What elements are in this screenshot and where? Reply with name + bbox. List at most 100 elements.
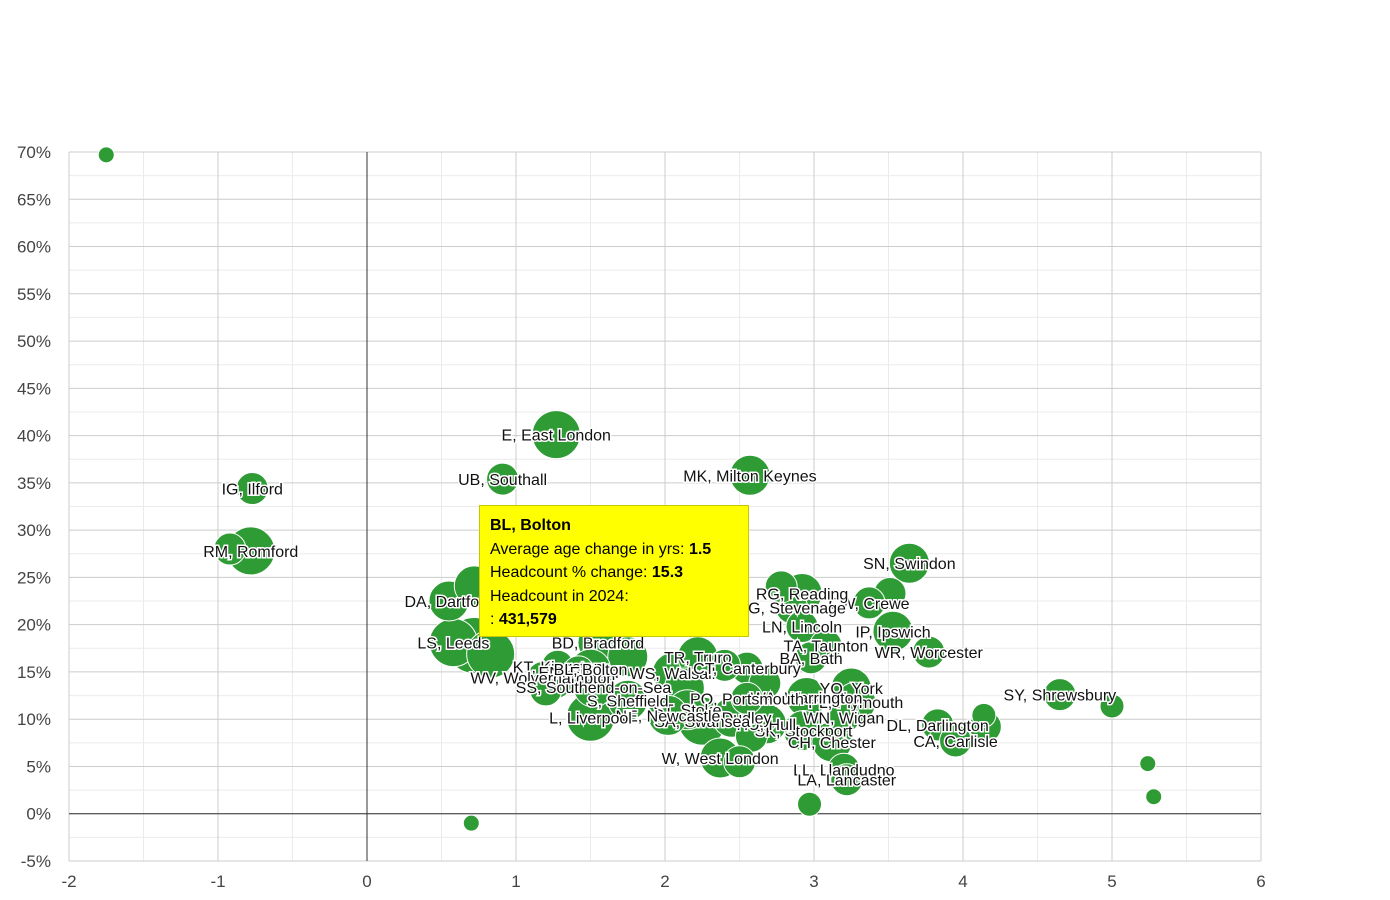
bubble-label: SG, Stevenage [737,601,846,618]
bubble-label: YO, York [820,681,884,698]
bubble-label: TA, Taunton [784,638,869,655]
bubble-label: BL, Bolton [554,662,628,679]
x-tick-label: 0 [362,872,371,891]
bubble-label: L, Liverpool [549,710,632,727]
bubble[interactable] [723,745,756,779]
bubble[interactable] [827,700,861,734]
tooltip-headcount-change-label: Headcount % change: [490,564,648,581]
bubble-label: SA, Swansea [654,714,750,731]
y-tick-label: 5% [26,757,51,776]
tooltip-headcount-2024-label: Headcount in 2024: [490,587,629,605]
tooltip-age-value: 1.5 [688,540,712,558]
bubble-label: LA, Lancaster [797,773,896,790]
bubble-label: CA, Carlisle [913,734,998,751]
bubble-label: DL, Darlington [887,718,989,735]
bubble[interactable] [785,610,819,644]
bubble-label: LS, Leeds [417,636,489,653]
bubble-label: W, West London [662,751,779,768]
bubble-label: ST, Stoke [653,703,722,720]
tooltip-row-headcount-value: : 431,579 [490,608,738,632]
bubble[interactable] [486,462,520,496]
bubble[interactable] [529,673,563,707]
bubble-label: WR, Worcester [875,645,984,662]
bubble[interactable] [235,472,269,506]
tooltip-headcount-value: 431,579 [498,611,557,628]
x-tick-label: 5 [1107,872,1116,891]
bubble-label: DY, Dudley [693,710,772,727]
bubble-label: CW, Crewe [829,596,910,613]
x-tick-label: 1 [511,872,520,891]
bubble[interactable] [764,570,798,604]
bubble[interactable] [730,681,764,715]
bubble-label: RG, Reading [756,586,849,603]
y-tick-label: 50% [17,332,51,351]
x-tick-label: 6 [1256,872,1265,891]
tooltip-row-headcount-2024: Headcount in 2024: [490,585,738,609]
bubble[interactable] [1145,788,1163,806]
bubble[interactable] [888,542,930,584]
bubble-label: IP, Ipswich [855,624,930,641]
tooltip-headcount-prefix: : [490,611,495,628]
bubble[interactable] [872,610,914,652]
bubble[interactable] [729,454,771,496]
tooltip-row-headcount-change: Headcount % change: 15.3 [490,561,738,585]
tooltip-headcount-change-value: 15.3 [651,564,684,581]
bubble-label: WS, Walsall [630,666,716,683]
bubble-label: DA, Dartford [404,594,493,611]
bubble[interactable] [97,146,115,164]
bubble[interactable] [852,586,886,620]
y-tick-label: 45% [17,379,51,398]
bubble-label: WV, Wolverhampton [470,671,615,688]
bubble[interactable] [462,814,480,832]
x-tick-label: 2 [660,872,669,891]
bubble[interactable] [1139,755,1157,773]
bubble-label: E, East London [502,428,611,445]
bubble[interactable] [1099,693,1125,719]
bubble-label: UB, Southall [458,472,547,489]
bubble-label: PO, Portsmouth [690,691,804,708]
bubble[interactable] [830,763,864,797]
bubble[interactable] [971,702,997,728]
bubble-label: CH, Chester [788,735,877,752]
x-tick-label: -1 [210,872,225,891]
bubble-label: CT, Canterbury [693,661,801,678]
bubble[interactable] [794,641,828,675]
bubble[interactable] [1043,678,1077,712]
y-tick-label: 60% [17,238,51,257]
y-axis-ticks: -5% 0% 5% 10% 15% 20% 25% 30% 35% 40% 45% 50% 55% 60%… [17,143,51,871]
bubble-label: LN, Lincoln [762,620,842,637]
x-tick-label: -2 [61,872,76,891]
x-tick-label: 4 [958,872,967,891]
bubble[interactable] [531,410,581,460]
bubble-label: HU, Hull [737,717,797,734]
x-tick-label: 3 [809,872,818,891]
bubble-label: SY, Shrewsbury [1004,688,1117,705]
y-tick-label: 15% [17,663,51,682]
y-tick-label: 10% [17,710,51,729]
bubble[interactable] [213,532,247,566]
bubble-label: TR, Truro [664,650,732,667]
bubble-label: LL, Llandudno [793,762,895,779]
bubble[interactable] [797,791,823,817]
bubble-label: SN, Swindon [863,556,956,573]
bubble-label: IG, Ilford [222,482,283,499]
bubble-label: KT, Kingston [513,659,603,676]
y-tick-label: 70% [17,143,51,162]
bubble-label: NE, Newcastle [616,708,721,725]
y-tick-label: 0% [26,805,51,824]
tooltip: BL, Bolton Average age change in yrs: 1.… [479,505,749,637]
y-tick-label: 30% [17,521,51,540]
bubble[interactable] [607,679,649,721]
bubble-label: EN, Enfield [539,665,619,682]
bubble[interactable] [939,724,973,758]
y-tick-label: 35% [17,474,51,493]
bubble-labels-layer: IG, Ilford RM, Romford E, East London UB, S… [202,426,1118,791]
y-tick-label: 40% [17,427,51,446]
bubble[interactable] [647,694,689,736]
bubble-label: MK, Milton Keynes [683,468,816,485]
zero-axes [69,152,1261,861]
bubble-label: BA, Bath [779,651,842,668]
bubble[interactable] [708,648,742,682]
bubble[interactable] [912,635,946,669]
